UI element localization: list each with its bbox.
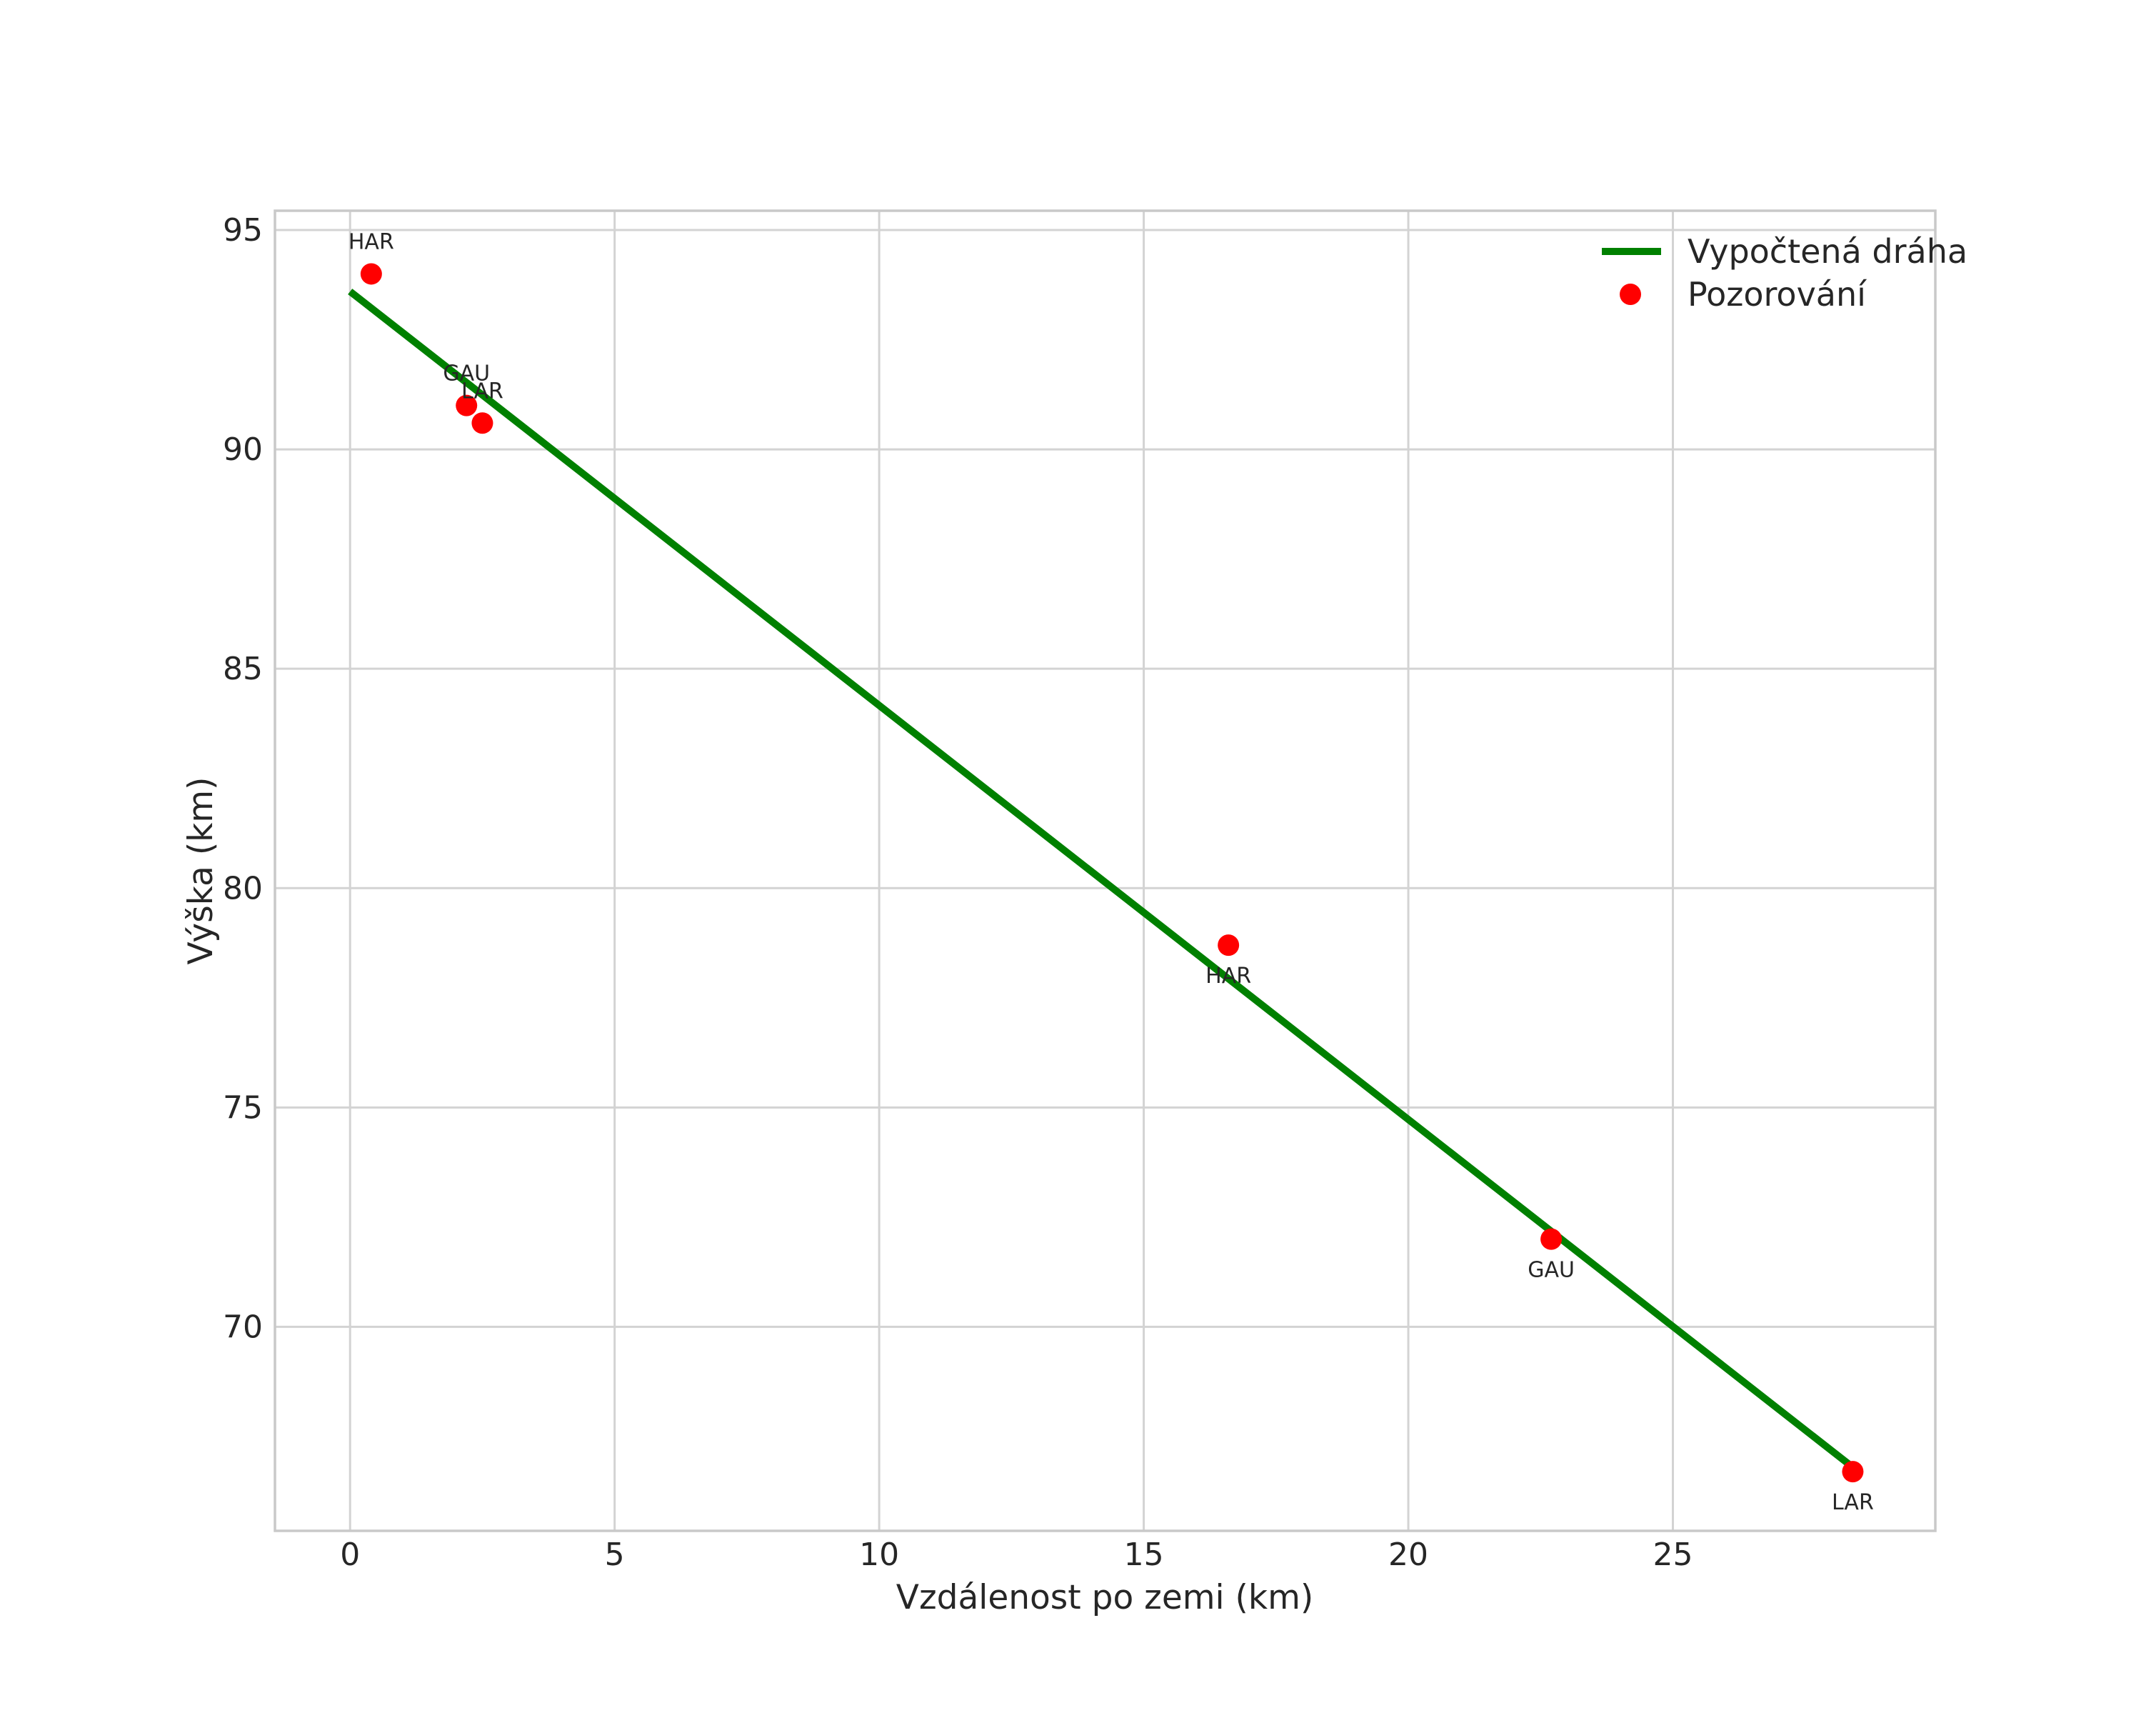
data-point-lar-2	[471, 412, 493, 434]
data-point-har-3	[1218, 934, 1240, 957]
x-tick-label-20: 20	[1388, 1537, 1428, 1573]
x-tick-label-10: 10	[859, 1537, 899, 1573]
data-point-lar-5	[1842, 1461, 1864, 1483]
x-tick-label-5: 5	[605, 1537, 625, 1573]
data-point-gau-1	[456, 394, 478, 416]
point-label-har-0: HAR	[349, 229, 394, 254]
legend: Vypočtená dráha Pozorování	[1602, 232, 1967, 314]
y-tick-label-70: 70	[223, 1309, 263, 1345]
x-tick-label-0: 0	[340, 1537, 360, 1573]
point-label-lar-2: LAR	[461, 379, 503, 404]
point-label-gau-1: GAU	[443, 361, 490, 386]
point-label-har-3: HAR	[1205, 964, 1251, 989]
y-tick-label-90: 90	[223, 431, 263, 468]
y-tick-label-85: 85	[223, 651, 263, 687]
y-axis-title: Výška (km)	[181, 777, 221, 965]
y-tick-label-75: 75	[223, 1089, 263, 1126]
y-tick-label-95: 95	[223, 212, 263, 249]
data-point-har-0	[360, 263, 382, 285]
tick-layer: 0 5 10 15 20 25 70 75 80 85 90 95	[223, 212, 1693, 1573]
x-tick-label-15: 15	[1124, 1537, 1164, 1573]
point-label-lar-5: LAR	[1832, 1490, 1874, 1515]
data-point-gau-4	[1540, 1228, 1563, 1250]
legend-label-observations: Pozorování	[1688, 275, 1867, 314]
x-tick-label-25: 25	[1653, 1537, 1693, 1573]
y-tick-label-80: 80	[223, 870, 263, 907]
plot-border	[274, 209, 1937, 1532]
legend-dot-sample-icon	[1620, 284, 1641, 305]
point-label-gau-4: GAU	[1528, 1258, 1575, 1283]
x-axis-title: Vzdálenost po zemi (km)	[896, 1578, 1313, 1617]
trajectory-line	[348, 289, 1855, 1470]
legend-label-trajectory: Vypočtená dráha	[1688, 232, 1967, 271]
